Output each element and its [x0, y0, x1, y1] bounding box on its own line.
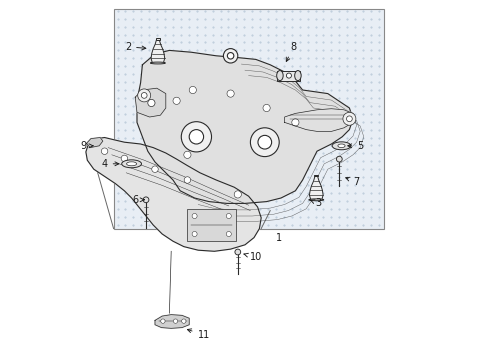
- Circle shape: [173, 97, 180, 104]
- Circle shape: [173, 319, 178, 323]
- Text: 11: 11: [187, 329, 210, 340]
- Circle shape: [235, 249, 241, 255]
- Circle shape: [148, 99, 155, 107]
- Text: 1: 1: [276, 233, 282, 243]
- Bar: [114, 9, 384, 229]
- Circle shape: [192, 213, 197, 219]
- Ellipse shape: [122, 160, 142, 168]
- Circle shape: [227, 53, 234, 59]
- Circle shape: [263, 104, 270, 112]
- Circle shape: [184, 177, 191, 183]
- Circle shape: [192, 231, 197, 237]
- Ellipse shape: [294, 71, 301, 81]
- Ellipse shape: [309, 199, 324, 201]
- Circle shape: [227, 90, 234, 97]
- Circle shape: [226, 231, 231, 237]
- Circle shape: [143, 197, 149, 203]
- Ellipse shape: [126, 162, 137, 166]
- Circle shape: [286, 73, 292, 78]
- Circle shape: [343, 112, 356, 125]
- Text: 3: 3: [310, 198, 322, 208]
- Text: 10: 10: [244, 252, 262, 262]
- Polygon shape: [151, 40, 165, 63]
- Circle shape: [152, 166, 158, 172]
- Bar: [156, 38, 160, 40]
- Polygon shape: [86, 138, 261, 251]
- Circle shape: [250, 128, 279, 157]
- Ellipse shape: [150, 62, 166, 64]
- Polygon shape: [155, 315, 189, 328]
- Ellipse shape: [338, 144, 345, 148]
- Bar: [187, 209, 236, 241]
- Text: 7: 7: [346, 177, 360, 187]
- Polygon shape: [137, 50, 353, 203]
- Circle shape: [346, 116, 352, 122]
- Circle shape: [226, 213, 231, 219]
- Circle shape: [234, 191, 242, 198]
- Ellipse shape: [332, 142, 351, 150]
- Circle shape: [141, 93, 147, 98]
- Circle shape: [101, 148, 108, 154]
- Circle shape: [292, 119, 299, 126]
- Bar: [277, 71, 300, 81]
- Text: 6: 6: [132, 195, 144, 205]
- Polygon shape: [135, 88, 166, 117]
- Circle shape: [182, 319, 186, 323]
- Text: 2: 2: [125, 42, 146, 52]
- Circle shape: [161, 319, 165, 323]
- Circle shape: [258, 135, 271, 149]
- Text: 8: 8: [286, 42, 296, 62]
- Circle shape: [189, 86, 196, 94]
- Ellipse shape: [277, 71, 283, 81]
- Polygon shape: [87, 138, 103, 148]
- Text: 9: 9: [81, 141, 93, 151]
- Polygon shape: [310, 176, 323, 200]
- Polygon shape: [285, 109, 353, 131]
- Circle shape: [223, 49, 238, 63]
- Circle shape: [337, 156, 342, 162]
- Circle shape: [189, 130, 204, 144]
- Bar: [314, 175, 319, 176]
- Circle shape: [121, 155, 127, 162]
- Circle shape: [184, 151, 191, 158]
- Circle shape: [138, 89, 151, 102]
- Circle shape: [181, 122, 212, 152]
- Text: 4: 4: [101, 159, 119, 169]
- Text: 5: 5: [348, 141, 363, 151]
